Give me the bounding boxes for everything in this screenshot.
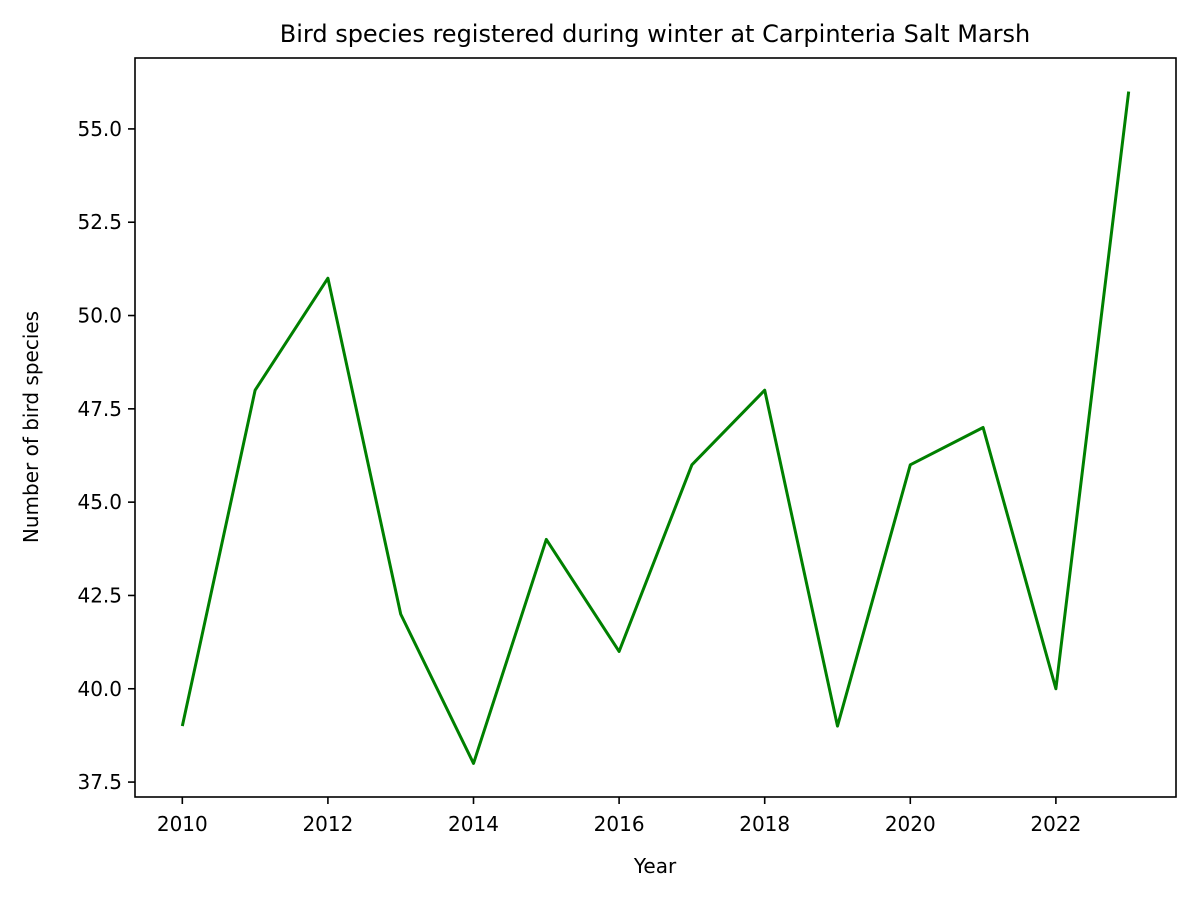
- y-tick-label: 40.0: [77, 677, 122, 701]
- x-tick-label: 2012: [302, 812, 353, 836]
- series-line-0: [180, 91, 1131, 765]
- y-tick-label: 55.0: [77, 117, 122, 141]
- y-tick-label: 52.5: [77, 210, 122, 234]
- y-tick-label: 37.5: [77, 770, 122, 794]
- y-axis: 37.5 40.0 42.5 45.0 47.5 50.0 52.5 55.0: [77, 117, 135, 794]
- x-axis-label: Year: [633, 854, 677, 878]
- y-tick-label: 42.5: [77, 583, 122, 607]
- y-tick-label: 45.0: [77, 490, 122, 514]
- plot-area: 2010 2012 2014 2016 2018 2020 2022 37.5 40.0 42.…: [77, 57, 1177, 836]
- chart-title: Bird species registered during winter at…: [280, 20, 1030, 48]
- axes-frame: [134, 57, 1177, 798]
- x-tick-label: 2018: [739, 812, 790, 836]
- x-axis: 2010 2012 2014 2016 2018 2020 2022: [157, 797, 1081, 836]
- y-axis-label: Number of bird species: [19, 311, 43, 543]
- series-lines: [180, 91, 1131, 765]
- y-tick-label: 47.5: [77, 397, 122, 421]
- x-tick-label: 2022: [1030, 812, 1081, 836]
- x-tick-label: 2014: [448, 812, 499, 836]
- x-tick-label: 2010: [157, 812, 208, 836]
- x-tick-label: 2020: [885, 812, 936, 836]
- y-tick-label: 50.0: [77, 304, 122, 328]
- x-tick-label: 2016: [594, 812, 645, 836]
